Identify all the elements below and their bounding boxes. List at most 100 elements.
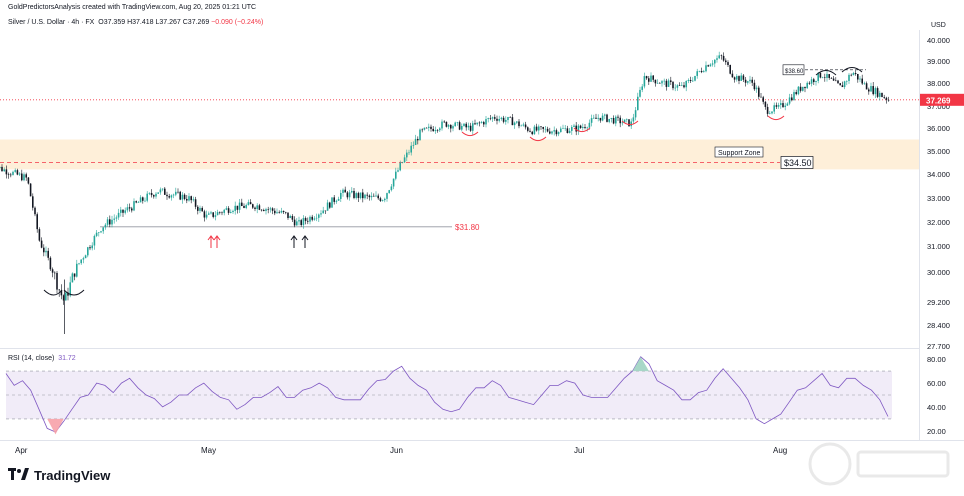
candle-body <box>617 116 619 118</box>
candle-body <box>177 191 179 193</box>
candle-body <box>819 72 822 78</box>
time-tick-label: May <box>201 446 216 455</box>
candle <box>302 215 305 229</box>
candle <box>12 170 14 176</box>
candle <box>430 124 432 132</box>
candle <box>333 194 335 205</box>
candle <box>791 94 793 102</box>
candle <box>293 216 296 228</box>
candle <box>197 205 199 215</box>
candle-body <box>186 198 188 201</box>
candle <box>619 115 621 128</box>
candle-body <box>533 126 536 135</box>
candle <box>216 209 219 216</box>
candle <box>131 206 133 213</box>
candle <box>707 64 709 67</box>
arrow-up-annotation-head <box>213 235 221 241</box>
candle <box>465 122 467 131</box>
candle-body <box>304 218 307 221</box>
candle-body <box>516 121 518 123</box>
candle-body <box>256 205 258 209</box>
candle <box>414 134 417 146</box>
bottom-arc-annotation <box>43 289 63 296</box>
candle-body <box>608 118 610 122</box>
candle <box>23 172 25 182</box>
candle-body <box>291 216 294 220</box>
candle-body <box>848 74 850 81</box>
candle <box>815 80 817 86</box>
candle <box>799 83 802 93</box>
candle-body <box>582 126 584 128</box>
candle <box>274 208 276 216</box>
candle <box>89 245 91 251</box>
candle <box>656 79 659 84</box>
candle <box>410 141 412 156</box>
candle <box>10 172 12 178</box>
price-tick-label: 35.000 <box>927 147 950 156</box>
candle-body <box>511 117 514 126</box>
candle <box>254 206 256 212</box>
candle <box>425 127 428 129</box>
candle-body <box>144 200 146 202</box>
candle <box>364 193 366 200</box>
candle <box>709 63 712 67</box>
candle-body <box>788 97 791 104</box>
candle <box>49 256 52 271</box>
candle-body <box>106 219 109 225</box>
candle-body <box>795 92 797 95</box>
candle <box>872 82 874 96</box>
candle <box>375 191 377 197</box>
candle <box>164 186 166 195</box>
candle <box>395 167 397 181</box>
chart-author-line: GoldPredictorsAnalysis created with Trad… <box>8 4 257 11</box>
candle <box>181 192 184 204</box>
candle <box>335 199 338 204</box>
candle-body <box>771 111 773 114</box>
candle <box>876 86 879 99</box>
candle-body <box>27 177 30 184</box>
candle-body <box>98 232 100 233</box>
candle <box>571 124 573 135</box>
level-label-38-60: $38.60 <box>785 69 804 75</box>
candle <box>491 116 494 122</box>
candle <box>403 154 406 164</box>
candle <box>291 214 294 223</box>
candle-body <box>214 215 217 217</box>
candle <box>531 130 533 136</box>
candle-body <box>137 202 140 203</box>
candle-body <box>575 125 577 132</box>
candle-body <box>243 205 245 208</box>
candle-body <box>513 122 516 126</box>
candle-body <box>769 113 771 114</box>
candle-body <box>577 125 580 132</box>
candle <box>344 186 346 193</box>
candle-body <box>487 118 489 120</box>
candle <box>192 196 195 202</box>
candle <box>43 244 45 257</box>
candle-body <box>755 87 758 90</box>
rsi-legend[interactable]: RSI (14, close) 31.72 <box>8 355 76 362</box>
candle-body <box>524 124 527 128</box>
candle <box>469 122 472 132</box>
candle-body <box>32 196 34 208</box>
candle <box>234 201 236 215</box>
candle <box>210 210 212 215</box>
candle <box>678 82 681 87</box>
level-label-31-80: $31.80 <box>455 223 480 232</box>
price-scale: USD 40.000 39.000 38.000 37.000 36.000 35.000 3… <box>920 22 964 351</box>
price-tick-label: 36.000 <box>927 124 950 133</box>
candle <box>153 194 155 199</box>
support-zone-label: Support Zone <box>718 150 761 157</box>
price-tick-label: 39.000 <box>927 57 950 66</box>
candle <box>777 102 780 109</box>
candle <box>461 123 463 132</box>
tradingview-brand[interactable]: TradingView <box>8 468 110 483</box>
candle-body <box>687 80 690 81</box>
candle <box>313 216 316 221</box>
candle-body <box>269 208 272 210</box>
price-tick-label: 40.000 <box>927 36 950 45</box>
symbol-legend[interactable]: Silver / U.S. Dollar · 4h · FX O37.359 H… <box>8 19 263 26</box>
candle <box>564 125 566 131</box>
candle <box>804 86 806 93</box>
